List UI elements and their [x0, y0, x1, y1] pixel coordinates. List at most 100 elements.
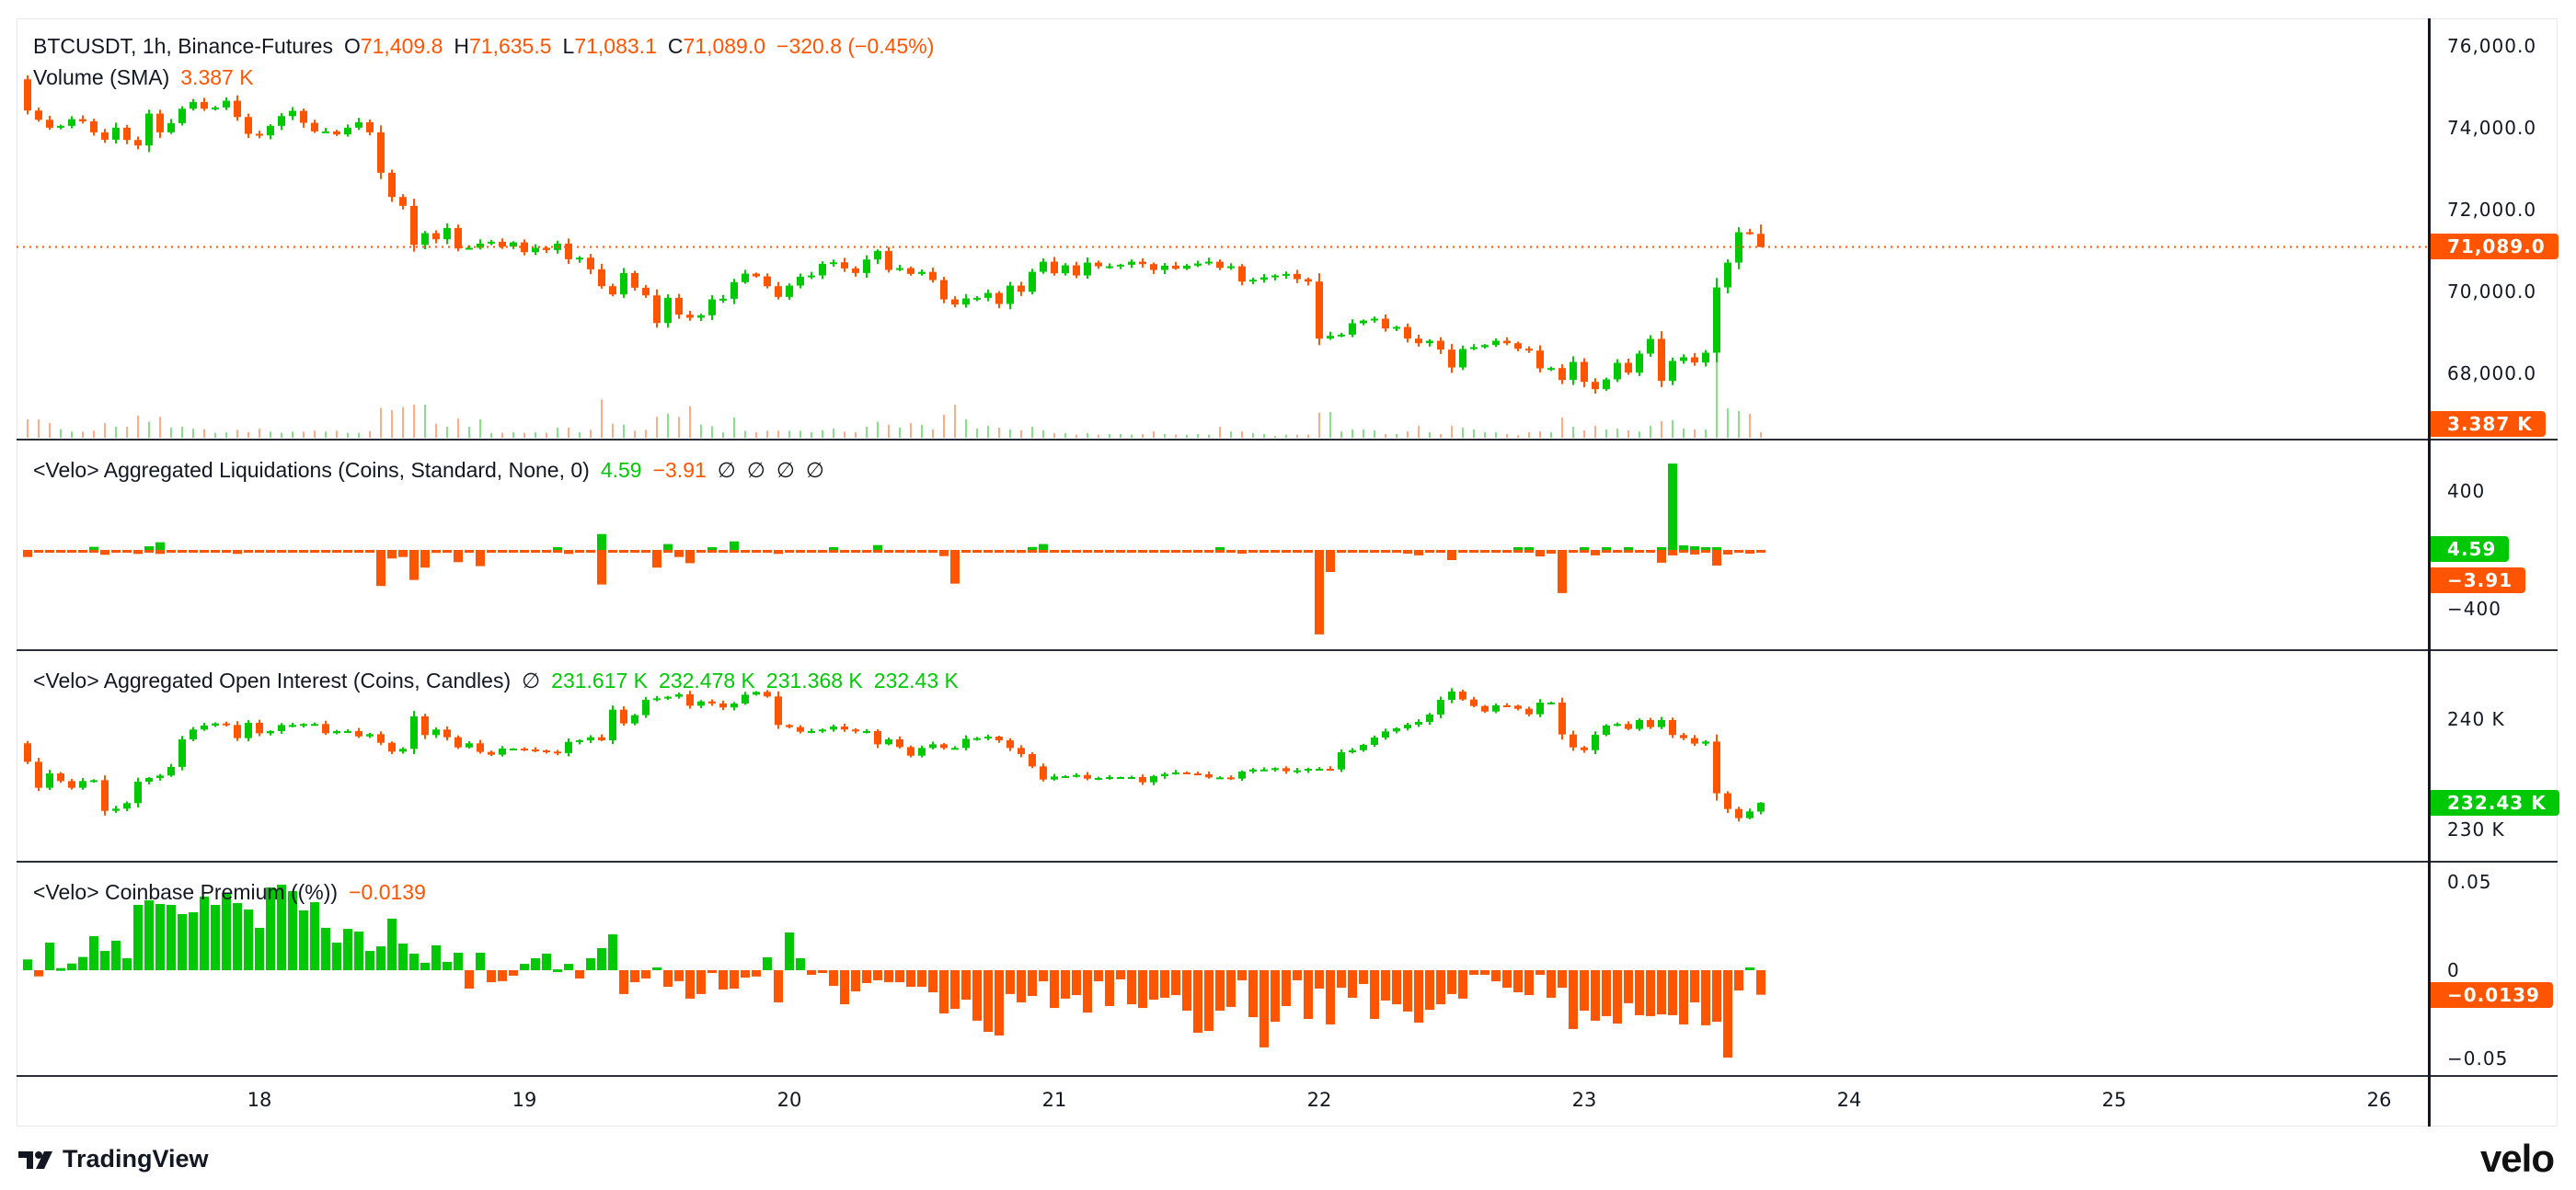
open-interest-candle — [333, 730, 340, 734]
open-interest-candle — [1294, 770, 1301, 772]
premium-bar — [520, 964, 529, 970]
pane-separator — [17, 861, 2558, 863]
volume-bar — [203, 429, 205, 438]
last-liq-short-label: −3.91 — [2431, 567, 2526, 593]
volume-bar — [270, 431, 271, 438]
premium-bar — [1624, 970, 1633, 1003]
liquidation-short-bar — [67, 550, 76, 553]
premium-bar — [531, 957, 540, 970]
liquidation-short-bar — [465, 550, 474, 553]
premium-bar — [122, 957, 132, 970]
price-candle — [1117, 264, 1124, 267]
volume-bar — [733, 418, 735, 438]
volume-bar — [490, 433, 492, 438]
volume-bar — [1175, 434, 1177, 438]
premium-bar — [1524, 970, 1534, 996]
price-candle — [874, 250, 881, 260]
liquidation-short-bar — [1116, 550, 1125, 553]
price-candle — [1139, 261, 1146, 265]
open-interest-candle — [631, 715, 638, 724]
liquidation-short-bar — [608, 550, 617, 553]
open-interest-candle — [819, 729, 826, 732]
price-candle — [24, 79, 31, 111]
volume-bar — [1627, 430, 1629, 438]
volume-bar — [1760, 432, 1762, 438]
liquidation-short-bar — [1083, 550, 1092, 553]
liquidation-long-bar — [89, 546, 98, 550]
open-interest-candle — [35, 761, 42, 788]
liquidation-short-bar — [531, 550, 540, 553]
open-interest-candle — [90, 780, 98, 783]
price-candle — [1128, 261, 1135, 265]
premium-bar — [1293, 970, 1302, 980]
price-axis-tick: 74,000.0 — [2447, 117, 2537, 139]
price-candle — [576, 257, 583, 260]
liquidation-short-bar — [1657, 550, 1666, 563]
open-interest-candle — [1658, 719, 1665, 727]
time-axis-tick: 19 — [512, 1089, 537, 1111]
volume-legend-name: Volume (SMA) — [33, 65, 170, 89]
liquidation-short-bar — [89, 550, 98, 553]
premium-bar — [1392, 970, 1401, 1005]
liquidation-short-bar — [1480, 550, 1489, 553]
tradingview-logo[interactable]: TradingView — [18, 1145, 209, 1173]
open-interest-candle — [1327, 769, 1334, 771]
premium-bar — [1304, 970, 1313, 1019]
premium-bar — [1105, 970, 1114, 1006]
price-candle — [1271, 275, 1279, 278]
liquidation-long-bar — [1679, 545, 1688, 550]
price-candle — [1172, 265, 1179, 269]
liquidation-long-bar — [597, 533, 606, 550]
open-interest-wick — [1197, 772, 1199, 775]
volume-bar — [866, 426, 868, 438]
volume-bar — [93, 430, 95, 438]
liquidation-short-bar — [1458, 550, 1467, 553]
liquidation-short-bar — [752, 550, 761, 553]
liquidation-short-bar — [851, 550, 860, 553]
open-interest-candle — [1382, 731, 1389, 738]
liquidation-short-bar — [1745, 550, 1754, 554]
open-interest-candle — [1415, 722, 1422, 725]
open-interest-candle — [1481, 705, 1489, 712]
liquidation-short-bar — [884, 550, 893, 553]
price-candle — [432, 233, 440, 240]
premium-bar — [56, 967, 65, 971]
open-interest-candle — [1735, 808, 1742, 818]
premium-bar — [1491, 970, 1501, 982]
open-interest-candle — [984, 736, 992, 738]
open-interest-candle — [477, 743, 484, 752]
open-interest-candle — [1393, 727, 1400, 732]
open-interest-candle — [1492, 705, 1500, 712]
price-candle — [973, 297, 981, 300]
liquidation-long-bar — [553, 547, 562, 550]
volume-bar — [1252, 433, 1254, 438]
open-interest-candle — [786, 725, 793, 727]
open-interest-candle — [454, 737, 462, 748]
premium-bar — [299, 910, 308, 970]
liquidation-short-bar — [1094, 550, 1103, 553]
liquidation-short-bar — [122, 550, 132, 553]
volume-bar — [247, 431, 249, 438]
open-interest-candle — [1194, 773, 1202, 776]
price-candle — [753, 273, 760, 277]
price-candle — [1647, 338, 1654, 354]
volume-bar — [104, 423, 106, 438]
open-interest-candle — [1592, 735, 1599, 750]
volume-bar — [325, 431, 327, 438]
open-interest-candle — [1349, 749, 1356, 752]
premium-bar — [1072, 970, 1081, 996]
premium-bar — [608, 934, 617, 970]
open-interest-candle — [223, 723, 230, 726]
symbol-title: BTCUSDT, 1h, Binance-Futures — [33, 34, 333, 58]
liquidation-short-bar — [1602, 550, 1611, 553]
price-candle — [1294, 273, 1301, 280]
price-candle — [1658, 338, 1665, 382]
premium-bar — [741, 970, 750, 978]
open-interest-candle — [1404, 725, 1411, 728]
price-candle — [201, 101, 208, 109]
liquidation-short-bar — [774, 550, 783, 555]
premium-bar — [862, 970, 871, 984]
liquidation-short-bar — [100, 550, 109, 555]
open-interest-candle — [1018, 748, 1025, 755]
